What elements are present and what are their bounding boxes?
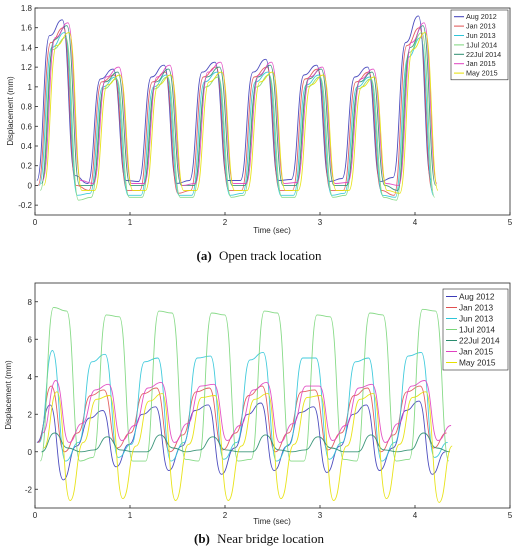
y-tick-label: 0.8 — [21, 103, 33, 112]
panel-b-ylabel: Displacement (mm) — [4, 360, 13, 430]
y-tick-label: -2 — [25, 485, 33, 494]
legend-entry: Jan 2015 — [466, 59, 496, 68]
x-tick-label: 0 — [33, 218, 38, 227]
panel-b-caption-text: Near bridge location — [217, 531, 324, 546]
legend-entry: 1Jul 2014 — [466, 40, 497, 49]
panel-b-caption-label: (b) — [194, 531, 210, 546]
x-tick-label: 5 — [508, 511, 513, 520]
x-tick-label: 2 — [223, 511, 228, 520]
panel-a-xlabel: Time (sec) — [253, 226, 291, 235]
x-tick-label: 0 — [33, 511, 38, 520]
x-tick-label: 1 — [128, 511, 133, 520]
y-tick-label: 0 — [28, 181, 33, 190]
legend-entry: May 2015 — [459, 357, 496, 367]
panel-a-ylabel: Displacement (mm) — [6, 76, 15, 146]
series-line-jan-2015 — [42, 380, 452, 443]
series-line-jan-2015 — [42, 22, 438, 186]
y-tick-label: 1.4 — [21, 43, 33, 52]
series-line-may-2015 — [43, 391, 453, 503]
series-line-1jul-2014 — [39, 306, 450, 462]
legend-entry: Jun 2013 — [466, 31, 496, 40]
panel-b-caption: (b) Near bridge location — [194, 531, 324, 546]
y-tick-label: 0 — [28, 448, 33, 457]
x-tick-label: 1 — [128, 218, 133, 227]
panel-b-axes-box — [34, 282, 511, 509]
legend-entry: 22Jul 2014 — [466, 50, 501, 59]
x-tick-label: 5 — [508, 218, 513, 227]
panel-a-caption-text: Open track location — [219, 248, 322, 263]
legend-entry: May 2015 — [466, 69, 498, 78]
legend-entry: 22Jul 2014 — [459, 335, 500, 345]
series-line-22jul-2014 — [41, 432, 451, 453]
legend-entry: 1Jul 2014 — [459, 324, 495, 334]
x-tick-label: 4 — [413, 511, 418, 520]
x-tick-label: 3 — [318, 218, 323, 227]
y-tick-label: 0.6 — [21, 122, 33, 131]
panel-a-caption: (a) Open track location — [197, 248, 322, 263]
series-line-may-2015 — [43, 32, 439, 194]
legend-entry: Jun 2013 — [459, 313, 494, 323]
panel-b-xlabel: Time (sec) — [253, 517, 291, 526]
y-tick-label: 4 — [28, 373, 33, 382]
series-line-aug-2012 — [36, 400, 446, 481]
y-tick-label: 0.2 — [21, 162, 33, 171]
y-tick-label: 1 — [28, 83, 33, 92]
y-tick-label: 0.4 — [21, 142, 33, 151]
y-tick-label: 2 — [28, 410, 33, 419]
legend-entry: Jan 2013 — [459, 302, 494, 312]
legend-entry: Aug 2012 — [459, 291, 495, 301]
x-tick-label: 3 — [318, 511, 323, 520]
y-tick-label: -0.2 — [18, 201, 32, 210]
x-tick-label: 4 — [413, 218, 418, 227]
panel-a-ticks: 0 1 2 3 4 5-0.200.20.40.60.811.21.41.61.8 — [18, 4, 513, 227]
panel-b-series-group — [36, 306, 453, 503]
panel-a-open-track: 0 1 2 3 4 5-0.200.20.40.60.811.21.41.61.8 Aug… — [6, 4, 513, 263]
legend-entry: Jan 2013 — [466, 22, 496, 31]
panel-b-ticks: 0 1 2 3 4 5 -2 0 2 4 6 8 — [25, 298, 513, 520]
panel-a-caption-label: (a) — [197, 248, 212, 263]
panel-a-series-group — [36, 15, 439, 201]
y-tick-label: 1.6 — [21, 24, 33, 33]
series-line-22jul-2014 — [41, 25, 437, 191]
y-tick-label: 8 — [28, 298, 33, 307]
legend-entry: Aug 2012 — [466, 12, 497, 21]
y-tick-label: 1.8 — [21, 4, 33, 13]
x-tick-label: 2 — [223, 218, 228, 227]
legend-entry: Jan 2015 — [459, 346, 494, 356]
y-tick-label: 1.2 — [21, 63, 33, 72]
y-tick-label: 6 — [28, 335, 33, 344]
